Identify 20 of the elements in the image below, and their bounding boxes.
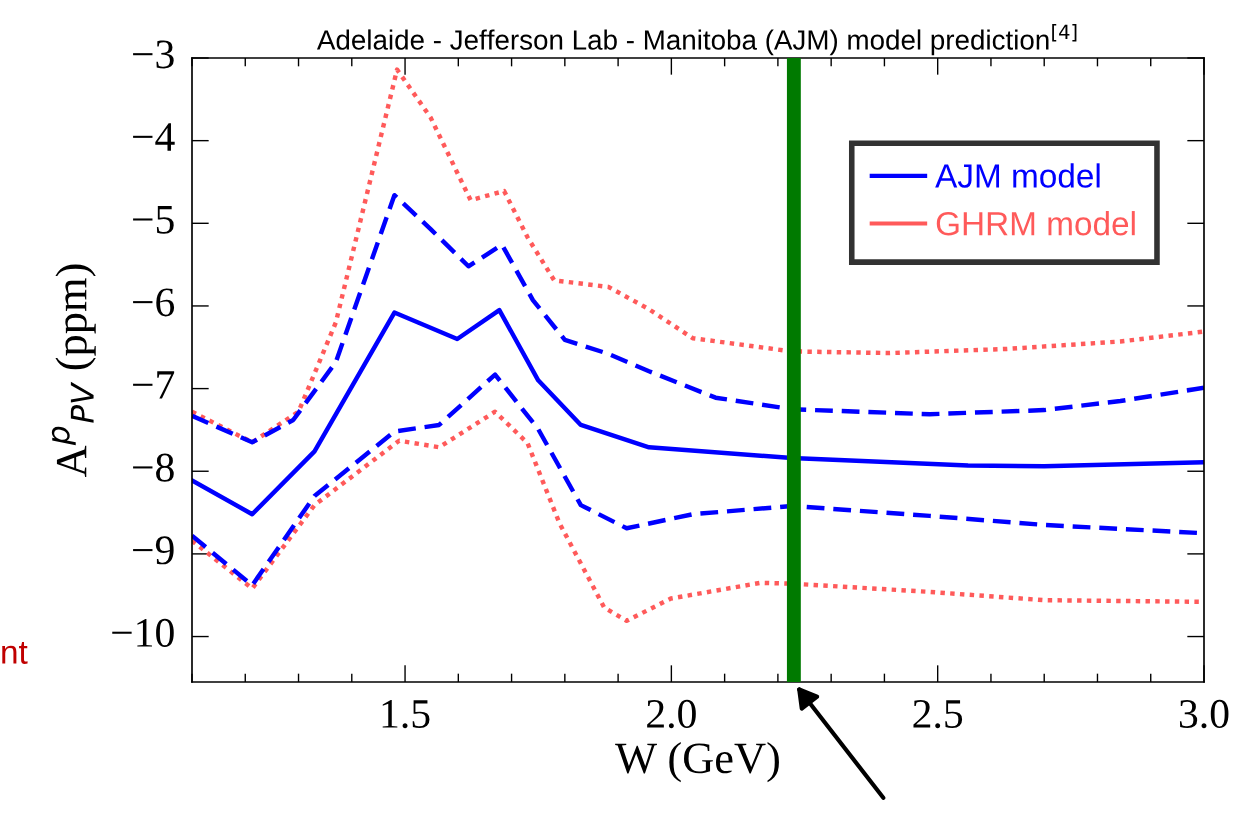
x-axis-title: W (GeV) <box>615 742 779 783</box>
y-tick-label: −10 <box>112 618 174 647</box>
x-tick-label: 3.0 <box>1179 699 1229 729</box>
y-tick-label: −5 <box>133 206 174 234</box>
legend-label: AJM model <box>935 163 1100 188</box>
y-tick-label: −4 <box>133 123 175 151</box>
x-tick-label: 1.5 <box>382 700 430 729</box>
y-tick-label: −8 <box>133 453 174 482</box>
text: nt <box>2 642 28 664</box>
y-tick-label: −6 <box>133 288 175 317</box>
line-series <box>192 307 1204 517</box>
x-tick-label: 2.5 <box>913 699 963 729</box>
y-axis-title: A$^{p}$$_{PV}$ (ppm) <box>51 264 96 478</box>
chart-title: Adelaide - Jefferson Lab - Manitoba (AJM) model prediction$^{[4]}$ <box>316 24 1077 56</box>
y-tick-label: −7 <box>133 371 175 399</box>
line-series <box>192 192 1204 445</box>
legend-label: GHRM model <box>936 211 1135 236</box>
y-tick-label: −3 <box>133 40 174 69</box>
y-tick-label: −9 <box>133 536 174 565</box>
x-tick-label: 2.0 <box>647 699 696 729</box>
